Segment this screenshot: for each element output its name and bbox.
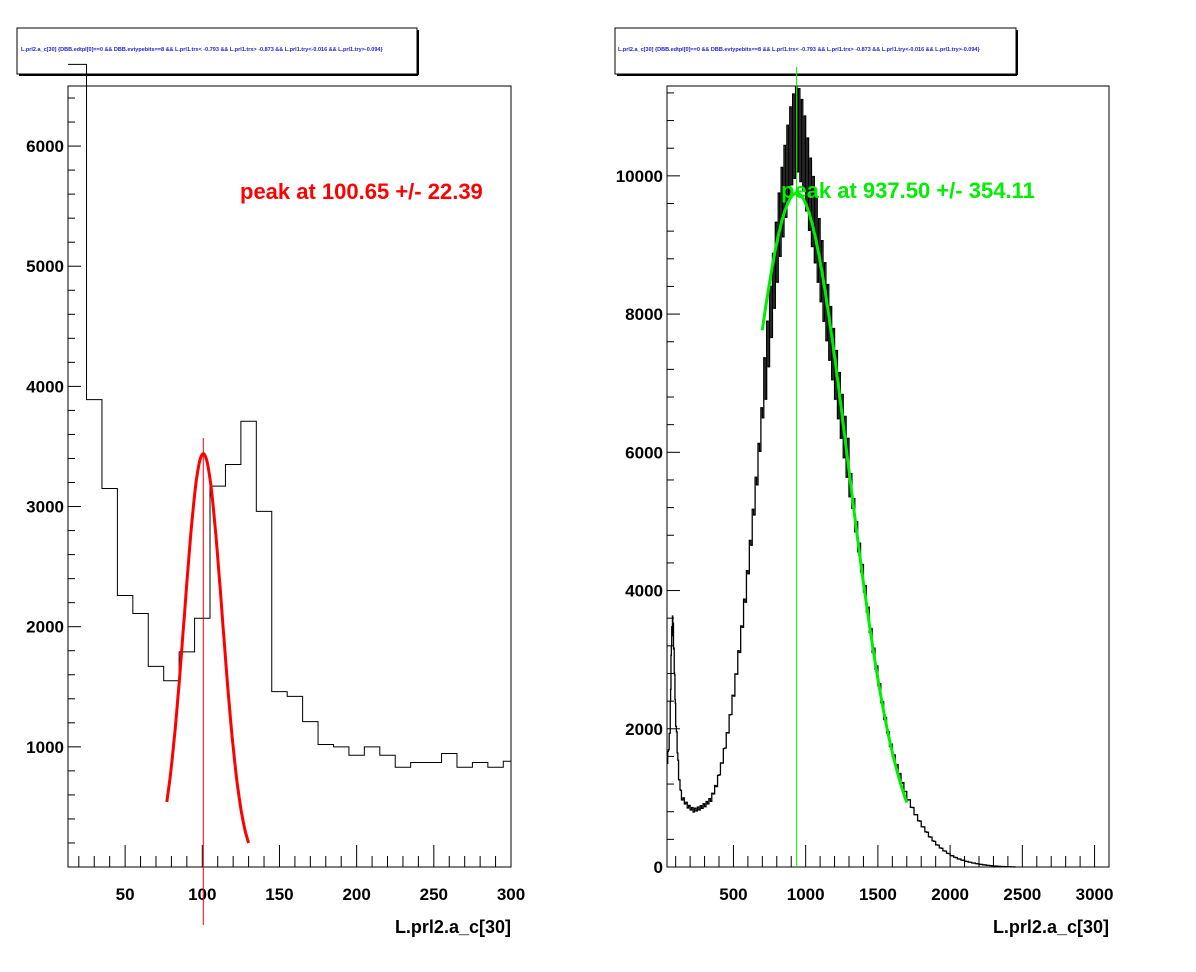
y-tick-label: 0 (654, 858, 663, 877)
y-tick-label: 2000 (26, 618, 64, 637)
left-plot-title: L.prl2.a_c[30] {DBB.edtpl[0]==0 && DBB.e… (21, 47, 383, 53)
left-x-axis-title: L.prl2.a_c[30] (395, 917, 511, 937)
y-tick-label: 2000 (625, 720, 663, 739)
left-histogram-panel: L.prl2.a_c[30] {DBB.edtpl[0]==0 && DBB.e… (16, 27, 525, 937)
y-tick-label: 6000 (26, 137, 64, 156)
y-tick-label: 6000 (625, 443, 663, 462)
right-histogram-line (667, 86, 1016, 868)
x-tick-label: 1000 (787, 885, 825, 904)
x-tick-label: 200 (342, 885, 370, 904)
y-tick-label: 3000 (26, 498, 64, 517)
x-tick-label: 50 (116, 885, 135, 904)
y-tick-label: 4000 (26, 377, 64, 396)
right-histogram-panel: L.prl2.a_c[30] {DBB.edtpl[0]==0 && DBB.e… (614, 27, 1114, 937)
x-tick-label: 2000 (931, 885, 969, 904)
x-tick-label: 150 (265, 885, 293, 904)
y-tick-label: 8000 (625, 305, 663, 324)
x-tick-label: 100 (188, 885, 216, 904)
y-tick-label: 4000 (625, 582, 663, 601)
x-tick-label: 1500 (859, 885, 897, 904)
left-plot-frame (67, 85, 512, 868)
y-tick-label: 10000 (616, 167, 663, 186)
x-tick-label: 500 (719, 885, 747, 904)
right-plot-frame (666, 85, 1110, 868)
x-tick-label: 3000 (1076, 885, 1114, 904)
y-tick-label: 5000 (26, 257, 64, 276)
left-title-box: L.prl2.a_c[30] {DBB.edtpl[0]==0 && DBB.e… (16, 27, 419, 76)
left-tick-labels: 50 100 150 200 250 300 1000 2000 3000 4000 5000 600… (26, 137, 525, 904)
x-tick-label: 250 (420, 885, 448, 904)
right-x-axis-title: L.prl2.a_c[30] (993, 917, 1109, 937)
right-gaussian-fit-curve (760, 191, 909, 803)
left-gaussian-fit-curve (165, 452, 251, 844)
y-tick-label: 1000 (26, 738, 64, 757)
right-peak-annotation: peak at 937.50 +/- 354.11 (781, 178, 1035, 203)
left-peak-annotation: peak at 100.65 +/- 22.39 (240, 179, 483, 204)
x-tick-label: 2500 (1003, 885, 1041, 904)
left-axis-ticks (68, 97, 512, 868)
x-tick-label: 300 (497, 885, 525, 904)
right-plot-title: L.prl2.a_c[30] {DBB.edtpl[0]==0 && DBB.e… (618, 47, 980, 53)
right-title-box: L.prl2.a_c[30] {DBB.edtpl[0]==0 && DBB.e… (614, 27, 1018, 76)
right-tick-labels: 500 1000 1500 2000 2500 3000 0 2000 4000 6000 8000… (616, 167, 1114, 904)
right-axis-ticks (667, 92, 1110, 868)
left-histogram-line (68, 63, 511, 768)
